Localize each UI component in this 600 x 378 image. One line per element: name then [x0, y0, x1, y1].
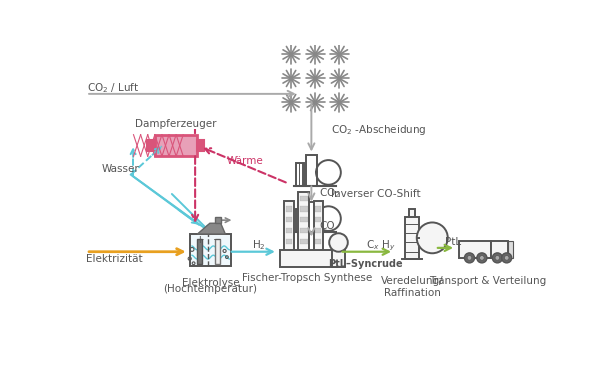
Polygon shape	[508, 241, 513, 258]
Text: CO$_2$ / Luft: CO$_2$ / Luft	[88, 82, 140, 95]
Bar	[296, 163, 304, 186]
Bar	[286, 228, 292, 233]
Circle shape	[290, 101, 292, 104]
Bar	[300, 206, 308, 212]
Circle shape	[329, 233, 348, 252]
Text: Transport & Verteilung: Transport & Verteilung	[430, 276, 547, 287]
Bar	[280, 250, 337, 267]
Text: Veredelung/
Raffination: Veredelung/ Raffination	[381, 276, 443, 298]
Circle shape	[314, 77, 317, 80]
Text: C$_x$ H$_y$: C$_x$ H$_y$	[367, 239, 396, 253]
Bar	[197, 239, 202, 264]
Text: Dampferzeuger: Dampferzeuger	[135, 119, 217, 129]
Circle shape	[314, 53, 317, 56]
Bar	[332, 244, 344, 267]
Circle shape	[493, 253, 502, 263]
Text: Fischer-Tropsch Synthese: Fischer-Tropsch Synthese	[242, 273, 373, 283]
Bar	[300, 239, 308, 244]
Text: PtL–Syncrude: PtL–Syncrude	[328, 259, 402, 269]
Bar	[215, 239, 220, 264]
Bar	[315, 228, 322, 233]
Text: Inverser CO-Shift: Inverser CO-Shift	[331, 189, 421, 199]
Circle shape	[338, 53, 341, 56]
Circle shape	[290, 77, 292, 80]
Bar	[286, 217, 292, 223]
Circle shape	[314, 101, 317, 104]
Text: CO: CO	[319, 221, 335, 231]
Bar	[306, 202, 317, 232]
Circle shape	[502, 253, 512, 263]
Circle shape	[464, 253, 475, 263]
Circle shape	[338, 77, 341, 80]
Text: +: +	[196, 235, 204, 245]
Bar	[284, 201, 293, 253]
Polygon shape	[197, 223, 226, 234]
Text: PtL: PtL	[445, 237, 461, 247]
Bar	[300, 217, 308, 223]
Circle shape	[290, 53, 292, 56]
Circle shape	[505, 256, 509, 260]
Text: Wasser: Wasser	[102, 164, 140, 174]
Circle shape	[479, 256, 484, 260]
Text: Elektrolyse: Elektrolyse	[182, 278, 239, 288]
Bar	[298, 192, 309, 253]
Bar	[306, 155, 317, 186]
Bar	[315, 239, 322, 244]
Circle shape	[467, 256, 472, 260]
Text: CO$_2$: CO$_2$	[319, 186, 340, 200]
Circle shape	[338, 101, 341, 104]
Bar	[296, 209, 304, 232]
Bar	[286, 239, 292, 244]
Bar	[409, 209, 415, 217]
Circle shape	[417, 223, 448, 253]
Bar	[315, 217, 322, 223]
Circle shape	[477, 253, 487, 263]
Text: Wärme: Wärme	[227, 156, 264, 166]
Bar	[458, 241, 491, 258]
Bar	[314, 201, 323, 253]
Bar	[405, 217, 419, 259]
Text: (Hochtemperatur): (Hochtemperatur)	[164, 284, 257, 294]
Bar	[491, 241, 508, 258]
Bar	[286, 206, 292, 212]
Bar	[190, 234, 231, 266]
Text: H$_2$: H$_2$	[252, 239, 265, 253]
Bar	[315, 206, 322, 212]
Bar	[300, 195, 308, 201]
Bar	[147, 140, 155, 151]
Text: −: −	[212, 235, 221, 245]
Bar	[300, 228, 308, 233]
Bar	[197, 140, 205, 151]
Bar	[215, 217, 221, 223]
Text: CO$_2$ -Abscheidung: CO$_2$ -Abscheidung	[331, 123, 427, 137]
Text: Elektrizität: Elektrizität	[86, 254, 142, 265]
Circle shape	[495, 256, 500, 260]
Bar	[155, 135, 197, 156]
